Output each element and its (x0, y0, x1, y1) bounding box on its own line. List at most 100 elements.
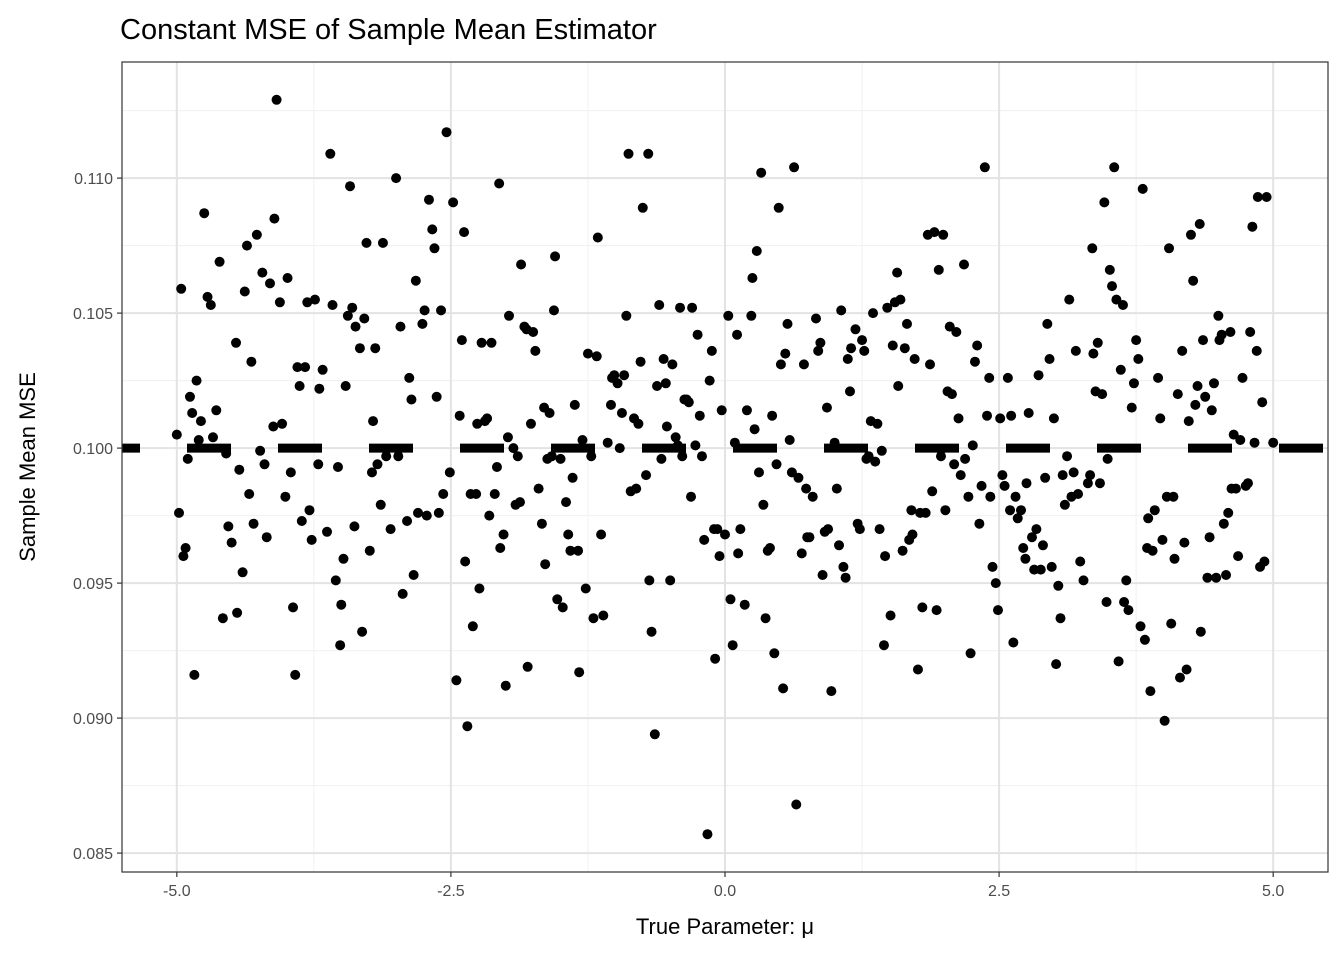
data-point (1006, 410, 1017, 421)
data-point (1247, 221, 1258, 232)
data-point (1168, 491, 1179, 502)
data-point (292, 362, 303, 373)
data-point (712, 524, 723, 535)
data-point (1261, 192, 1272, 202)
data-point (1002, 372, 1013, 383)
data-point (1204, 532, 1215, 543)
data-point (1157, 534, 1168, 545)
data-point (857, 335, 868, 346)
data-point (1177, 345, 1188, 356)
data-point (1051, 659, 1062, 670)
data-point (423, 194, 434, 205)
data-point (460, 556, 471, 567)
data-point (1169, 553, 1180, 564)
data-point (778, 683, 789, 694)
data-point (372, 459, 383, 470)
data-point (602, 437, 613, 448)
data-point (641, 470, 652, 481)
data-point (1237, 372, 1248, 383)
data-point (1145, 686, 1156, 697)
data-point (893, 381, 904, 391)
data-point (1040, 472, 1051, 483)
data-point (840, 572, 851, 583)
data-point (274, 297, 285, 308)
data-point (969, 356, 980, 367)
data-point (817, 570, 828, 580)
data-point (749, 424, 760, 435)
data-point (304, 505, 315, 516)
data-point (335, 640, 346, 651)
data-point (868, 308, 879, 319)
data-point (854, 524, 865, 535)
data-point (609, 370, 620, 381)
data-point (573, 545, 584, 556)
x-tick-label: 2.5 (988, 883, 1010, 900)
data-point (1195, 626, 1206, 637)
data-point (393, 451, 404, 462)
data-point (836, 305, 847, 316)
data-point (290, 669, 301, 680)
data-point (716, 405, 727, 416)
data-point (704, 375, 715, 386)
data-point (528, 327, 539, 337)
data-point (552, 594, 563, 605)
data-point (251, 229, 262, 240)
data-point (199, 208, 210, 219)
data-point (789, 162, 800, 173)
data-point (530, 345, 541, 356)
data-point (739, 599, 750, 610)
data-point (1082, 478, 1093, 489)
data-point (226, 537, 237, 548)
data-point (1230, 483, 1241, 494)
data-point (1010, 491, 1021, 502)
data-point (504, 310, 515, 321)
data-point (232, 607, 243, 618)
data-point (180, 543, 191, 553)
data-point (1172, 389, 1183, 400)
data-point (357, 626, 368, 637)
data-point (807, 491, 818, 502)
data-point (670, 432, 681, 443)
data-point (472, 418, 483, 429)
data-point (1183, 416, 1194, 427)
data-point (976, 480, 987, 491)
y-tick-label: 0.110 (74, 171, 113, 188)
data-point (974, 518, 985, 529)
data-point (834, 540, 845, 551)
data-point (635, 356, 646, 367)
data-point (616, 408, 627, 418)
data-point (912, 664, 923, 675)
data-point (935, 451, 946, 462)
data-point (842, 354, 853, 364)
data-point (1068, 467, 1079, 478)
data-point (925, 359, 936, 370)
data-point (431, 391, 442, 402)
data-point (1228, 429, 1239, 440)
data-point (486, 337, 497, 348)
data-point (395, 321, 406, 332)
data-point (619, 370, 630, 381)
data-point (516, 259, 527, 270)
y-tick-label: 0.095 (73, 576, 113, 593)
data-point (309, 294, 320, 305)
axis-ticks: -5.0 -2.5 0.0 2.5 5.0 0.085 0.090 0.095 0.100 0.1… (73, 171, 1284, 900)
y-tick-label: 0.090 (73, 711, 113, 728)
data-point (658, 354, 669, 364)
data-point (1119, 597, 1130, 607)
data-point (710, 653, 721, 664)
data-point (1155, 413, 1166, 424)
data-point (569, 399, 580, 410)
data-point (282, 273, 293, 283)
data-point (1109, 162, 1120, 173)
data-point (649, 729, 660, 740)
data-point (189, 669, 200, 680)
data-point (1249, 437, 1260, 448)
data-point (1070, 345, 1081, 356)
x-axis-title: True Parameter: μ (636, 914, 814, 939)
data-point (656, 453, 667, 464)
data-point (248, 518, 259, 529)
data-point (882, 302, 893, 313)
data-point (427, 224, 438, 235)
data-point (901, 318, 912, 329)
